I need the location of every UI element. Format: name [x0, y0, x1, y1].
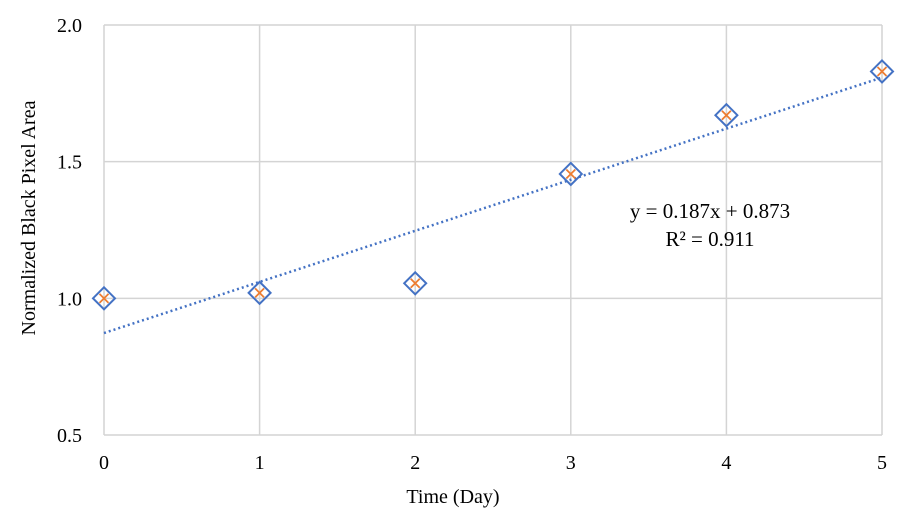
- data-point: [869, 59, 895, 84]
- trendline-r-squared: R² = 0.911: [665, 227, 754, 251]
- x-tick-label: 5: [877, 452, 887, 474]
- y-axis-label: Normalized Black Pixel Area: [18, 100, 40, 335]
- data-point: [402, 270, 428, 296]
- cross-marker: [254, 287, 265, 299]
- x-tick-label: 2: [410, 452, 420, 474]
- data-point: [713, 102, 739, 128]
- cross-marker: [565, 168, 576, 180]
- x-axis-label: Time (Day): [406, 486, 499, 508]
- x-axis-ticks: 0 1 2 3 4 5: [99, 452, 887, 474]
- y-axis-ticks: 0.5 1.0 1.5 2.0: [57, 15, 82, 447]
- y-tick-label: 1.5: [57, 152, 82, 174]
- diamond-marker: [91, 285, 117, 311]
- x-tick-label: 0: [99, 452, 109, 474]
- x-tick-label: 4: [721, 452, 731, 474]
- diamond-marker: [247, 280, 273, 306]
- data-points-layer: [91, 59, 895, 311]
- y-tick-label: 1.0: [57, 288, 82, 310]
- diamond-marker: [869, 59, 895, 84]
- cross-marker: [410, 278, 421, 289]
- trendline: [103, 76, 883, 335]
- data-point: [558, 161, 584, 187]
- data-point: [91, 285, 117, 311]
- trendline-layer: [103, 76, 883, 335]
- x-tick-label: 3: [566, 452, 576, 474]
- x-tick-label: 1: [255, 452, 265, 474]
- diamond-marker: [402, 270, 428, 296]
- cross-marker: [876, 66, 888, 77]
- diamond-marker: [558, 161, 584, 187]
- cross-marker: [721, 110, 732, 121]
- trendline-equation: y = 0.187x + 0.873: [630, 199, 790, 223]
- y-tick-label: 2.0: [57, 15, 82, 37]
- diamond-marker: [713, 102, 739, 128]
- data-point: [247, 280, 273, 306]
- gridlines: [103, 24, 883, 436]
- y-tick-label: 0.5: [57, 425, 82, 447]
- cross-marker: [98, 293, 110, 304]
